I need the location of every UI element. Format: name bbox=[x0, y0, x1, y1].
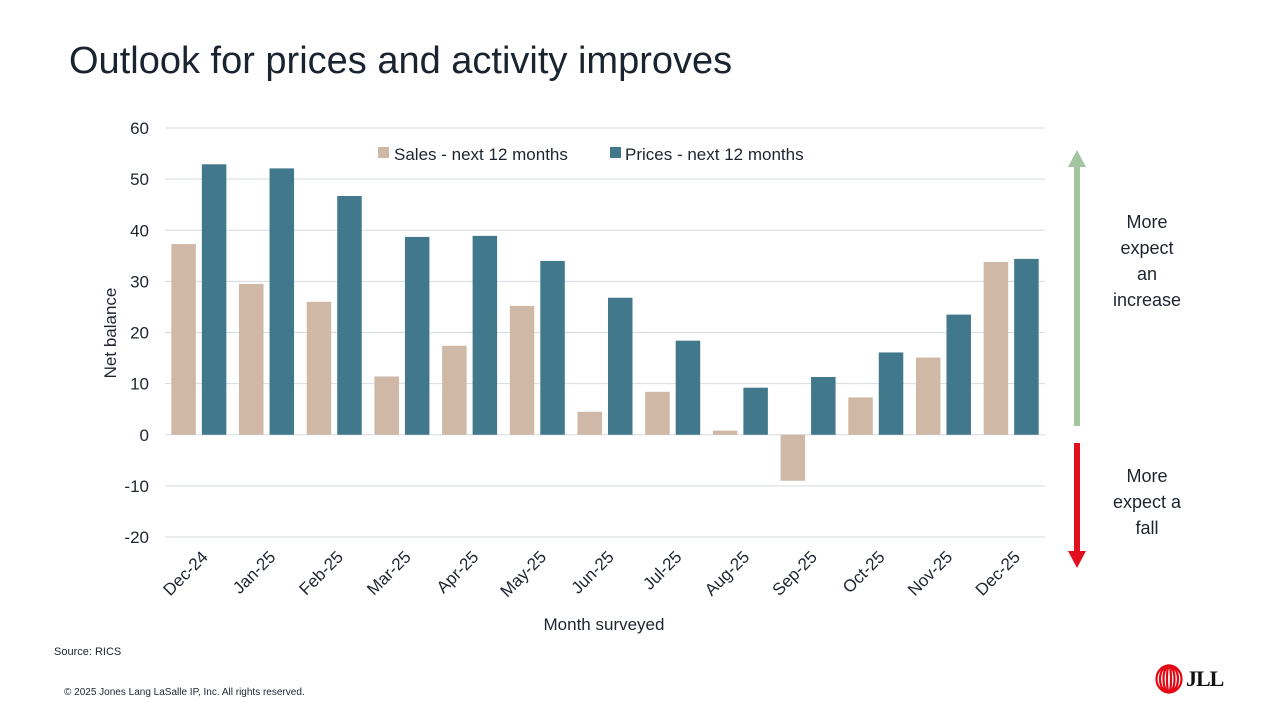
y-tick-label: 50 bbox=[130, 170, 149, 189]
page-title: Outlook for prices and activity improves bbox=[69, 40, 733, 82]
source-note: Source: RICS bbox=[54, 646, 122, 658]
bar-sales-dec-24 bbox=[171, 244, 196, 435]
y-tick-label: 60 bbox=[130, 119, 149, 138]
bar-sales-mar-25 bbox=[374, 376, 399, 435]
bar-sales-dec-25 bbox=[983, 261, 1009, 435]
x-tick-label: Jan-25 bbox=[229, 547, 279, 597]
y-tick-label: -10 bbox=[124, 477, 149, 496]
bar-prices-nov-25 bbox=[946, 314, 971, 435]
arrow-down-icon bbox=[1068, 551, 1086, 568]
x-tick-label: Jun-25 bbox=[568, 547, 618, 597]
y-tick-label: 0 bbox=[140, 426, 149, 445]
x-tick-label: Apr-25 bbox=[433, 547, 483, 597]
increase-label: More expect an increase bbox=[1087, 209, 1207, 313]
fall-label: More expect a fall bbox=[1087, 463, 1207, 541]
bar-sales-apr-25 bbox=[442, 345, 467, 435]
legend-label-sales: Sales - next 12 months bbox=[394, 145, 568, 164]
bar-sales-feb-25 bbox=[306, 301, 332, 435]
bar-sales-jun-25 bbox=[577, 411, 602, 435]
bar-sales-jul-25 bbox=[645, 391, 670, 435]
bar-prices-jul-25 bbox=[675, 340, 701, 435]
copyright-note: © 2025 Jones Lang LaSalle IP, Inc. All r… bbox=[64, 687, 305, 698]
bar-prices-apr-25 bbox=[472, 235, 498, 435]
x-tick-label: Dec-24 bbox=[159, 547, 211, 599]
bar-prices-sep-25 bbox=[811, 376, 836, 435]
legend-swatch-sales bbox=[378, 147, 389, 158]
increase-label-line: More bbox=[1126, 212, 1168, 232]
fall-label-line: fall bbox=[1135, 518, 1159, 538]
gridlines bbox=[165, 127, 1045, 538]
bar-sales-sep-25 bbox=[780, 434, 806, 481]
increase-label-line: increase bbox=[1112, 290, 1182, 310]
y-tick-label: 20 bbox=[130, 324, 149, 343]
fall-label-line: More bbox=[1126, 466, 1168, 486]
x-tick-label: Nov-25 bbox=[904, 547, 956, 599]
y-tick-label: 30 bbox=[130, 272, 149, 291]
increase-arrow bbox=[1068, 150, 1086, 426]
bar-prices-jun-25 bbox=[608, 297, 633, 435]
x-tick-label: Jul-25 bbox=[639, 547, 685, 593]
bar-sales-jan-25 bbox=[239, 283, 264, 435]
bar-prices-aug-25 bbox=[743, 387, 768, 435]
x-axis-label: Month surveyed bbox=[544, 615, 665, 634]
bar-prices-oct-25 bbox=[878, 352, 904, 435]
bars bbox=[171, 164, 1039, 481]
arrow-down-shaft bbox=[1074, 443, 1080, 553]
legend: Sales - next 12 months Prices - next 12 … bbox=[378, 145, 804, 164]
y-tick-label: 10 bbox=[130, 375, 149, 394]
bar-prices-mar-25 bbox=[404, 236, 430, 435]
bar-sales-may-25 bbox=[509, 305, 535, 435]
increase-label-line: expect bbox=[1120, 238, 1174, 258]
arrow-up-icon bbox=[1068, 150, 1086, 167]
x-axis-ticks: Dec-24 Jan-25 Feb-25 Mar-25 Apr-25 May-25 Jun-… bbox=[159, 547, 1024, 601]
legend-label-prices: Prices - next 12 months bbox=[625, 145, 804, 164]
increase-label-line: an bbox=[1136, 264, 1158, 284]
bar-sales-oct-25 bbox=[848, 397, 873, 435]
bar-prices-dec-24 bbox=[201, 164, 227, 435]
y-tick-label: -20 bbox=[124, 528, 149, 547]
jll-logo-icon bbox=[1155, 664, 1183, 694]
y-tick-label: 40 bbox=[130, 221, 149, 240]
y-axis-label: Net balance bbox=[101, 288, 120, 379]
fall-label-line: expect a bbox=[1112, 492, 1182, 512]
x-tick-label: Feb-25 bbox=[296, 547, 348, 599]
x-tick-label: Sep-25 bbox=[769, 547, 821, 599]
legend-swatch-prices bbox=[610, 147, 621, 158]
y-axis-ticks: 60 50 40 30 20 10 0 -10 -20 bbox=[124, 119, 149, 547]
x-tick-label: May-25 bbox=[497, 547, 551, 601]
x-tick-label: Aug-25 bbox=[701, 547, 753, 599]
bar-prices-feb-25 bbox=[337, 195, 362, 435]
jll-logo: JLL bbox=[1155, 664, 1224, 694]
bar-prices-jan-25 bbox=[269, 168, 295, 435]
x-tick-label: Oct-25 bbox=[839, 547, 889, 597]
arrow-up-shaft bbox=[1074, 165, 1080, 426]
bar-prices-may-25 bbox=[540, 260, 565, 435]
x-tick-label: Dec-25 bbox=[972, 547, 1024, 599]
x-tick-label: Mar-25 bbox=[363, 547, 415, 599]
bar-sales-aug-25 bbox=[712, 430, 738, 435]
decrease-arrow bbox=[1068, 443, 1086, 568]
bar-prices-dec-25 bbox=[1014, 258, 1039, 435]
bar-sales-nov-25 bbox=[915, 357, 941, 435]
jll-logo-text: JLL bbox=[1186, 666, 1224, 691]
